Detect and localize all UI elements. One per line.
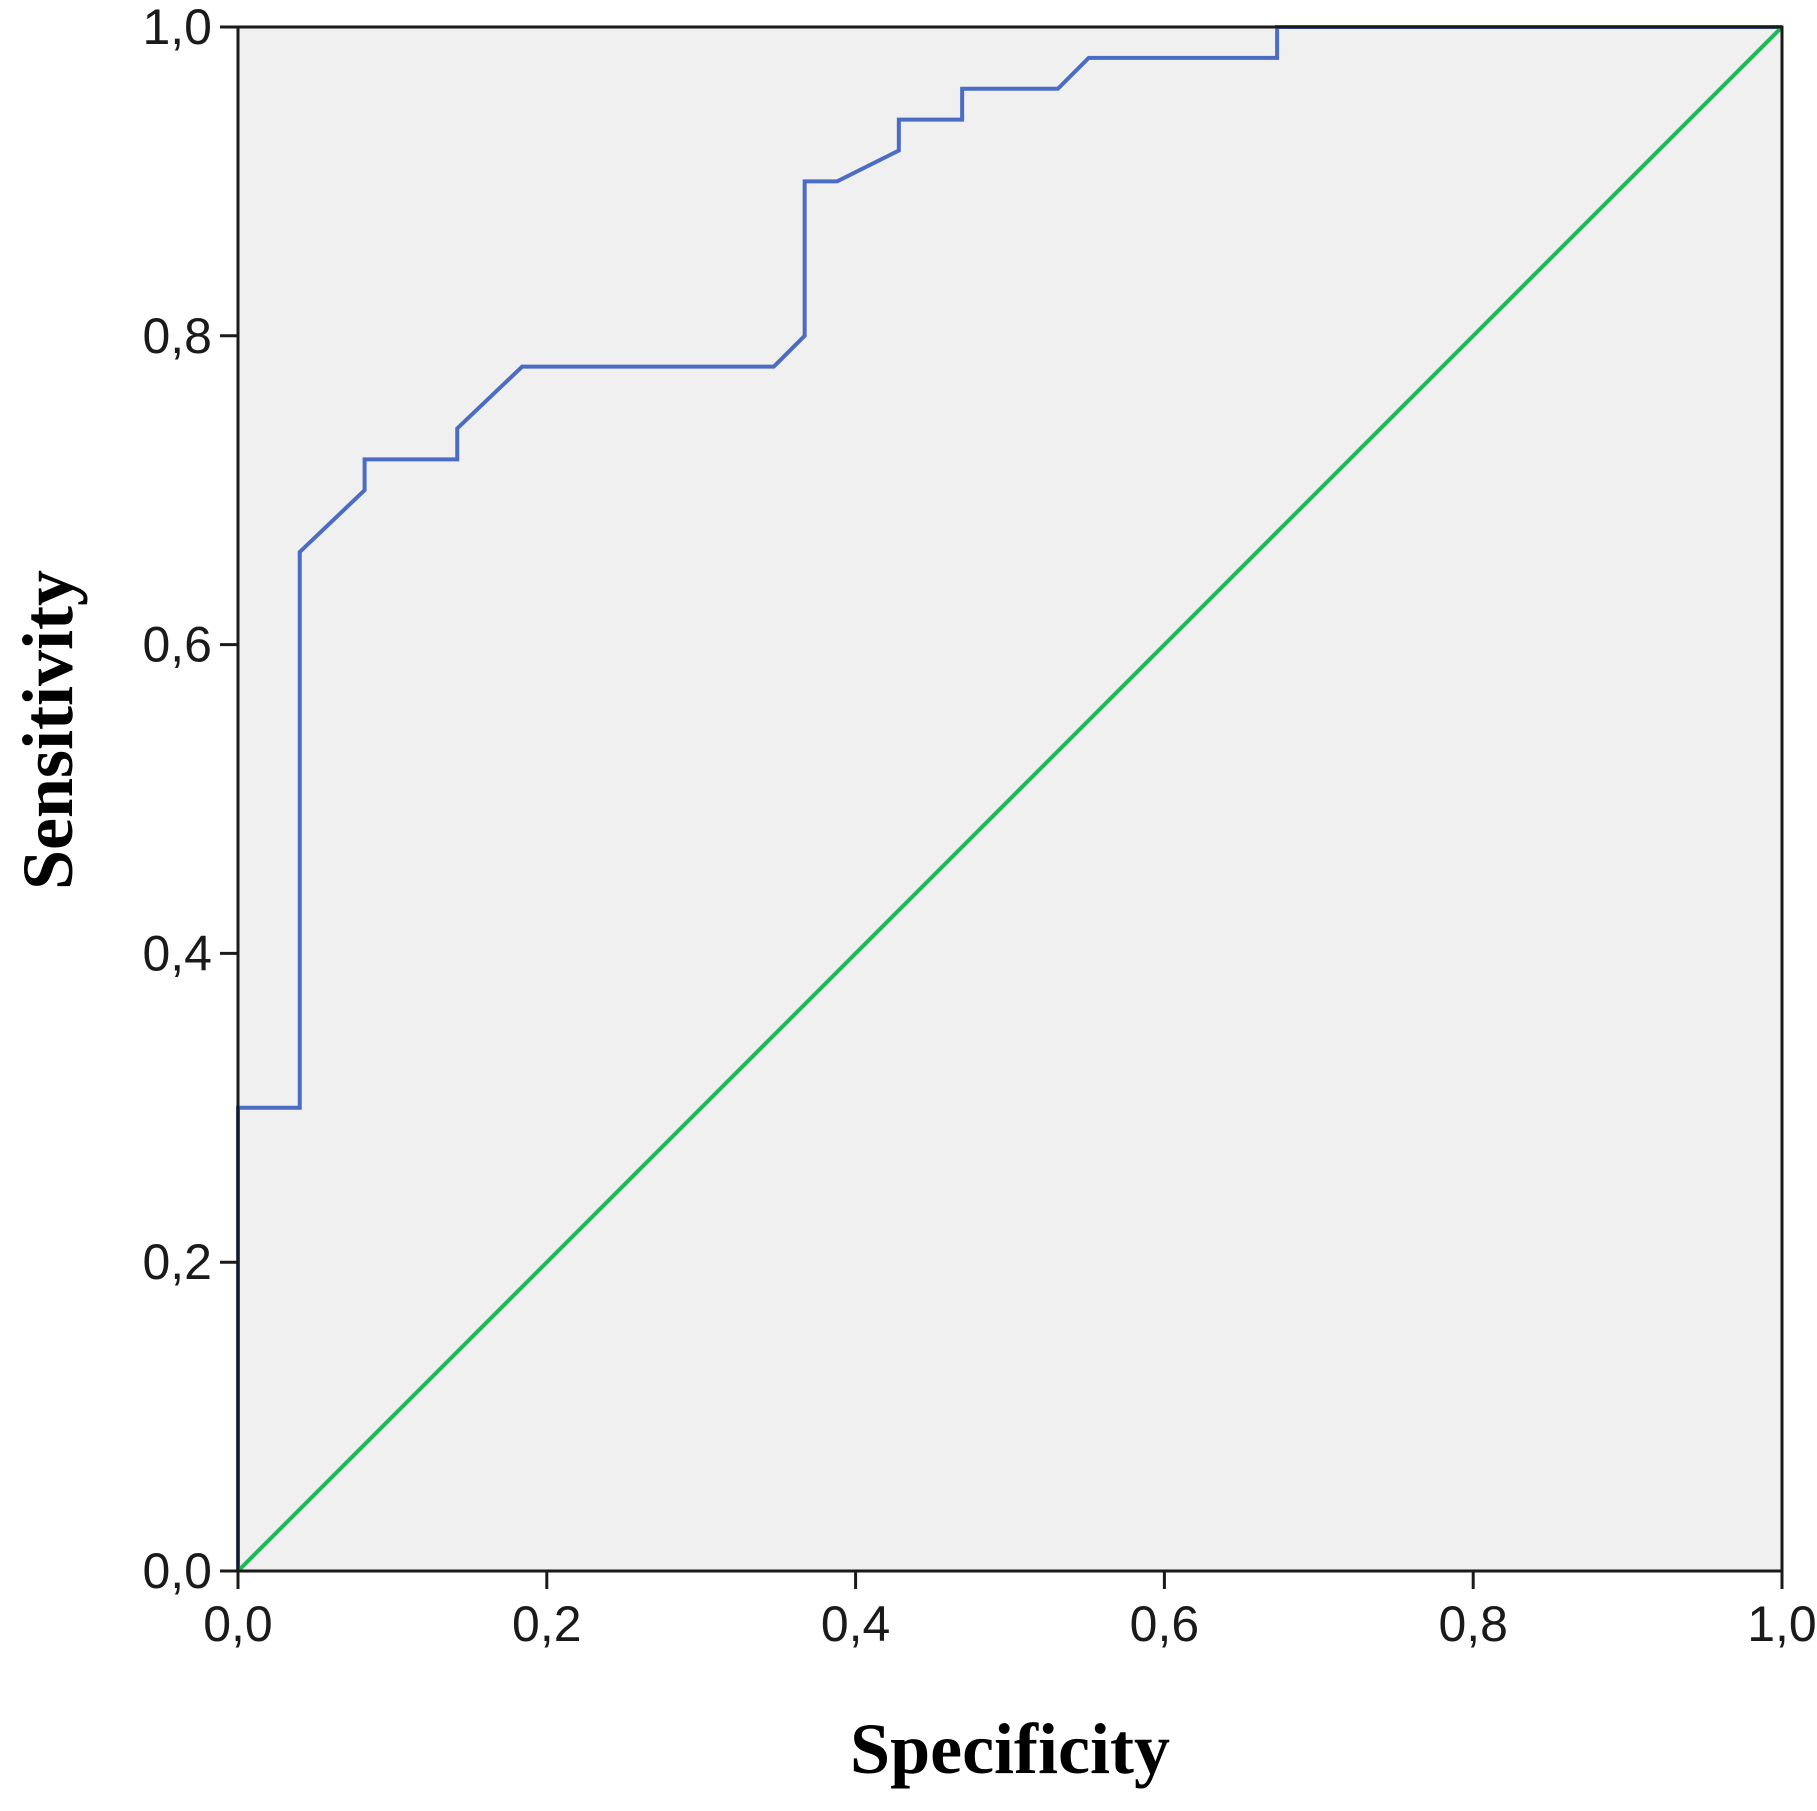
y-tick-label: 1,0	[142, 0, 212, 55]
x-tick-label: 0,8	[1438, 1596, 1508, 1652]
y-tick-label: 0,0	[142, 1543, 212, 1599]
x-tick-label: 0,0	[203, 1596, 273, 1652]
x-tick-label: 1,0	[1747, 1596, 1817, 1652]
y-tick-label: 0,8	[142, 308, 212, 364]
x-tick-label: 0,4	[821, 1596, 891, 1652]
y-tick-label: 0,2	[142, 1234, 212, 1290]
y-tick-label: 0,6	[142, 617, 212, 673]
plot-frame	[236, 25, 1784, 1573]
x-tick-label: 0,2	[512, 1596, 582, 1652]
x-tick-label: 0,6	[1130, 1596, 1200, 1652]
y-axis-title: Sensitivity	[8, 570, 88, 890]
x-axis-title: Specificity	[850, 1709, 1170, 1789]
y-tick-label: 0,4	[142, 925, 212, 981]
reference-line	[236, 25, 1784, 1573]
axes-layer: 0,0 0,2 0,4 0,6 0,8 1,0 0,0 0,2 0,4 0,6 0,8 1,0	[142, 0, 1816, 1652]
roc-curve	[236, 25, 1782, 1571]
series-layer	[236, 25, 1784, 1573]
